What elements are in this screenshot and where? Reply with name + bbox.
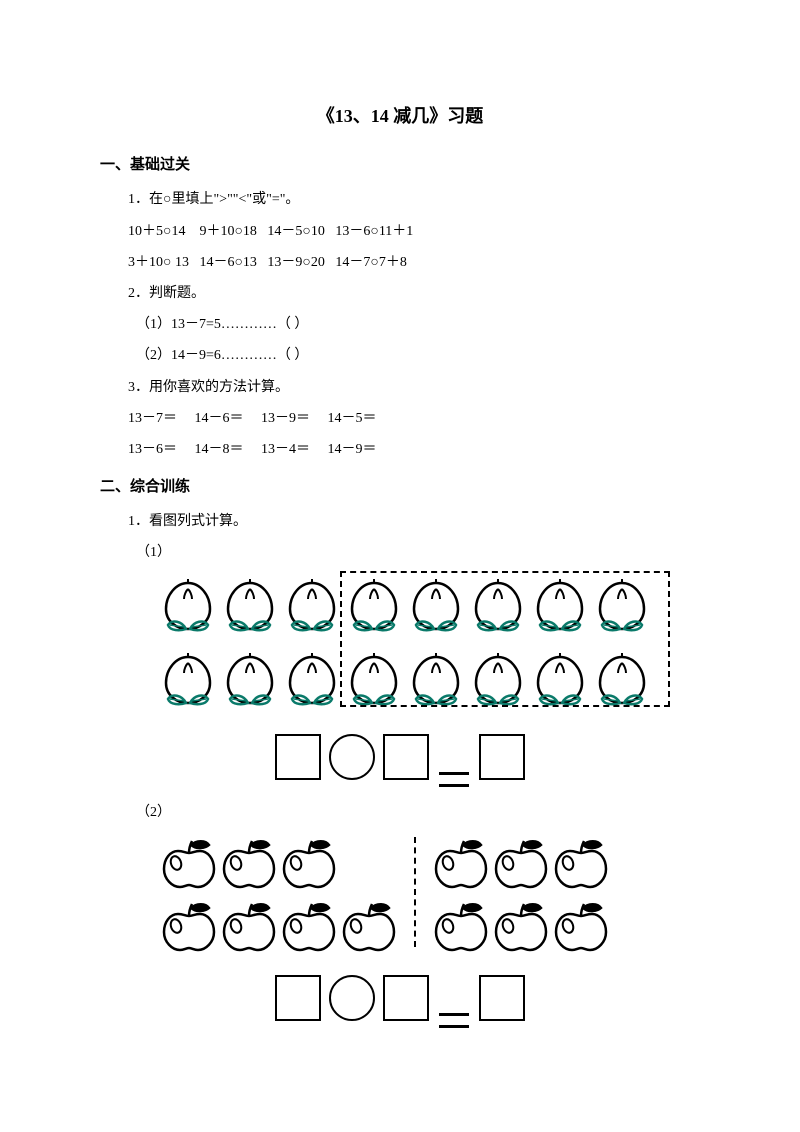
- peach-item: [160, 577, 216, 648]
- apple-icon: [432, 900, 490, 952]
- apple-row: [432, 900, 610, 961]
- apple-item: [280, 900, 338, 961]
- figure-peaches: [160, 577, 700, 721]
- apple-row: [432, 837, 610, 898]
- peach-item: [222, 577, 278, 648]
- s2-sub-1: （1）: [136, 540, 700, 565]
- apple-group-left: [160, 837, 398, 963]
- apple-icon: [432, 837, 490, 889]
- q1-intro: 1．在○里填上">""<"或"="。: [128, 187, 700, 212]
- apple-item: [340, 900, 398, 961]
- apple-icon: [552, 900, 610, 952]
- apple-item: [220, 900, 278, 961]
- apple-item: [160, 900, 218, 961]
- peach-item: [284, 651, 340, 722]
- apple-icon: [280, 900, 338, 952]
- equation-template-1: [100, 734, 700, 780]
- blank-box[interactable]: [383, 975, 429, 1021]
- blank-box[interactable]: [275, 734, 321, 780]
- apple-item: [432, 900, 490, 961]
- blank-box[interactable]: [383, 734, 429, 780]
- apple-icon: [492, 837, 550, 889]
- blank-box[interactable]: [479, 734, 525, 780]
- peach-grid: [160, 577, 660, 721]
- q2-intro: 2．判断题。: [128, 281, 700, 306]
- apple-icon: [280, 837, 338, 889]
- apple-icon: [220, 900, 278, 952]
- peach-item: [284, 577, 340, 648]
- peach-icon: [222, 577, 278, 639]
- peach-icon: [284, 651, 340, 713]
- q3-row-2: 13－6＝ 14－8＝ 13－4＝ 14－9＝: [128, 437, 700, 462]
- vertical-dashed-divider: [414, 837, 416, 947]
- s2-q1-intro: 1．看图列式计算。: [128, 509, 700, 534]
- dashed-selection-box: [340, 571, 670, 707]
- apple-item: [492, 900, 550, 961]
- apple-item: [492, 837, 550, 898]
- section-2-heading: 二、综合训练: [100, 474, 700, 501]
- s2-sub-2: （2）: [136, 800, 700, 825]
- apple-item: [432, 837, 490, 898]
- apple-icon: [160, 837, 218, 889]
- apple-group-right: [432, 837, 610, 963]
- blank-box[interactable]: [479, 975, 525, 1021]
- q1-row-1: 10＋5○14 9＋10○18 14－5○10 13－6○11＋1: [128, 219, 700, 244]
- page-title: 《13、14 减几》习题: [100, 100, 700, 132]
- apple-icon: [160, 900, 218, 952]
- peach-item: [160, 651, 216, 722]
- blank-operator-circle[interactable]: [329, 734, 375, 780]
- peach-icon: [160, 577, 216, 639]
- q1-row-2: 3＋10○ 13 14－6○13 13－9○20 14－7○7＋8: [128, 250, 700, 275]
- peach-item: [222, 651, 278, 722]
- apple-wrap: [160, 837, 680, 963]
- q3-intro: 3．用你喜欢的方法计算。: [128, 375, 700, 400]
- apple-item: [220, 837, 278, 898]
- peach-icon: [160, 651, 216, 713]
- blank-box[interactable]: [275, 975, 321, 1021]
- figure-apples: [160, 837, 700, 963]
- peach-icon: [284, 577, 340, 639]
- equation-template-2: [100, 975, 700, 1021]
- q2-item-2: （2）14－9=6…………（ ）: [136, 343, 700, 368]
- q2-item-1: （1）13－7=5…………（ ）: [136, 312, 700, 337]
- apple-icon: [492, 900, 550, 952]
- worksheet-page: 《13、14 减几》习题 一、基础过关 1．在○里填上">""<"或"="。 1…: [0, 0, 800, 1081]
- apple-item: [552, 837, 610, 898]
- section-1-heading: 一、基础过关: [100, 152, 700, 179]
- q3-row-1: 13－7＝ 14－6＝ 13－9＝ 14－5＝: [128, 406, 700, 431]
- blank-operator-circle[interactable]: [329, 975, 375, 1021]
- apple-icon: [340, 900, 398, 952]
- apple-item: [160, 837, 218, 898]
- peach-icon: [222, 651, 278, 713]
- apple-row: [160, 900, 398, 961]
- apple-icon: [220, 837, 278, 889]
- apple-item: [552, 900, 610, 961]
- apple-row: [160, 837, 398, 898]
- apple-item: [280, 837, 338, 898]
- apple-icon: [552, 837, 610, 889]
